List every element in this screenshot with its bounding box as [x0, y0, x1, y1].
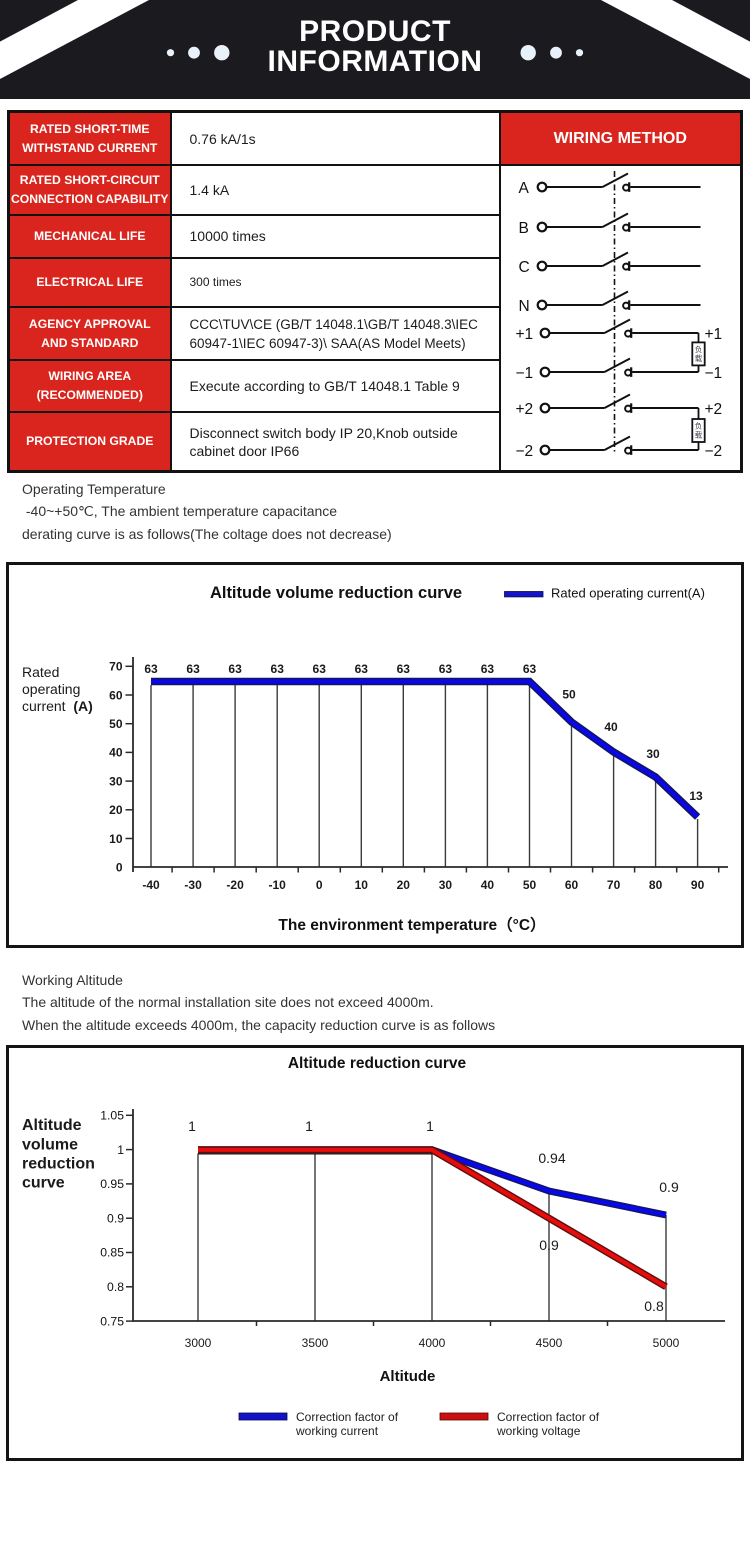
- svg-text:current (A): current (A): [22, 698, 93, 714]
- svg-text:负: 负: [694, 344, 702, 354]
- svg-text:−1: −1: [515, 365, 533, 382]
- svg-text:30: 30: [439, 878, 453, 892]
- svg-text:Correction factor of: Correction factor of: [296, 1410, 399, 1424]
- svg-text:Altitude volume reduction curv: Altitude volume reduction curve: [210, 584, 462, 602]
- svg-text:40: 40: [604, 720, 618, 734]
- svg-text:curve: curve: [22, 1175, 65, 1192]
- svg-text:Altitude: Altitude: [22, 1117, 82, 1134]
- svg-text:63: 63: [355, 662, 369, 676]
- svg-text:Rated: Rated: [22, 664, 59, 680]
- svg-text:0.8: 0.8: [107, 1280, 124, 1294]
- svg-text:63: 63: [439, 662, 453, 676]
- svg-text:volume: volume: [22, 1137, 78, 1154]
- svg-text:-10: -10: [269, 878, 287, 892]
- svg-text:1: 1: [117, 1143, 124, 1157]
- svg-text:60: 60: [109, 688, 123, 702]
- svg-text:13: 13: [689, 789, 703, 803]
- svg-text:+1: +1: [704, 326, 722, 343]
- svg-text:1: 1: [305, 1118, 313, 1134]
- svg-text:working voltage: working voltage: [496, 1424, 581, 1438]
- svg-text:C: C: [518, 259, 529, 276]
- svg-text:63: 63: [144, 662, 158, 676]
- svg-text:3500: 3500: [302, 1336, 329, 1350]
- svg-text:60: 60: [565, 878, 579, 892]
- svg-text:B: B: [518, 220, 528, 237]
- svg-text:4500: 4500: [536, 1336, 563, 1350]
- svg-text:Rated operating current(A): Rated operating current(A): [551, 586, 705, 601]
- svg-text:10: 10: [355, 878, 369, 892]
- svg-text:63: 63: [271, 662, 285, 676]
- svg-text:0.9: 0.9: [539, 1237, 559, 1253]
- svg-text:Altitude reduction curve: Altitude reduction curve: [288, 1055, 467, 1072]
- svg-text:50: 50: [109, 717, 123, 731]
- svg-text:−2: −2: [515, 443, 533, 460]
- svg-text:63: 63: [186, 662, 200, 676]
- svg-text:63: 63: [481, 662, 495, 676]
- svg-text:0.94: 0.94: [538, 1150, 565, 1166]
- svg-text:0.8: 0.8: [644, 1298, 664, 1314]
- svg-text:50: 50: [523, 878, 537, 892]
- svg-text:0: 0: [316, 878, 323, 892]
- svg-text:20: 20: [109, 803, 123, 817]
- svg-text:1.05: 1.05: [100, 1109, 124, 1123]
- svg-text:0.75: 0.75: [100, 1314, 124, 1328]
- svg-text:40: 40: [109, 746, 123, 760]
- svg-text:50: 50: [562, 688, 576, 702]
- svg-text:80: 80: [649, 878, 663, 892]
- svg-text:63: 63: [397, 662, 411, 676]
- svg-text:0.9: 0.9: [659, 1179, 679, 1195]
- svg-text:10: 10: [109, 832, 123, 846]
- svg-text:90: 90: [691, 878, 705, 892]
- svg-text:-30: -30: [184, 878, 202, 892]
- svg-text:operating: operating: [22, 681, 80, 697]
- svg-text:0.85: 0.85: [100, 1246, 124, 1260]
- svg-text:Altitude: Altitude: [380, 1368, 436, 1385]
- svg-text:30: 30: [646, 747, 660, 761]
- svg-text:working current: working current: [295, 1424, 379, 1438]
- svg-text:载: 载: [694, 430, 702, 440]
- svg-text:+2: +2: [515, 401, 533, 418]
- svg-text:0: 0: [116, 861, 123, 875]
- svg-text:+1: +1: [515, 326, 533, 343]
- svg-text:1: 1: [188, 1118, 196, 1134]
- svg-text:63: 63: [313, 662, 327, 676]
- svg-text:3000: 3000: [185, 1336, 212, 1350]
- svg-text:63: 63: [523, 662, 537, 676]
- svg-text:reduction: reduction: [22, 1156, 95, 1173]
- svg-text:-20: -20: [226, 878, 244, 892]
- svg-text:4000: 4000: [419, 1336, 446, 1350]
- svg-text:5000: 5000: [653, 1336, 680, 1350]
- svg-text:1: 1: [426, 1118, 434, 1134]
- svg-text:40: 40: [481, 878, 495, 892]
- svg-text:−2: −2: [704, 443, 722, 460]
- svg-text:A: A: [518, 180, 529, 197]
- svg-text:负: 负: [694, 421, 702, 431]
- svg-text:-40: -40: [142, 878, 160, 892]
- svg-text:Correction factor of: Correction factor of: [497, 1410, 600, 1424]
- svg-text:+2: +2: [704, 401, 722, 418]
- svg-text:N: N: [518, 298, 529, 315]
- svg-text:20: 20: [397, 878, 411, 892]
- svg-text:0.9: 0.9: [107, 1211, 124, 1225]
- svg-text:30: 30: [109, 774, 123, 788]
- svg-text:The environment temperature（°C: The environment temperature（°C）: [278, 916, 545, 934]
- svg-text:0.95: 0.95: [100, 1177, 124, 1191]
- svg-text:70: 70: [109, 660, 123, 674]
- svg-text:63: 63: [228, 662, 242, 676]
- svg-text:−1: −1: [704, 365, 722, 382]
- svg-text:载: 载: [694, 353, 702, 363]
- svg-text:70: 70: [607, 878, 621, 892]
